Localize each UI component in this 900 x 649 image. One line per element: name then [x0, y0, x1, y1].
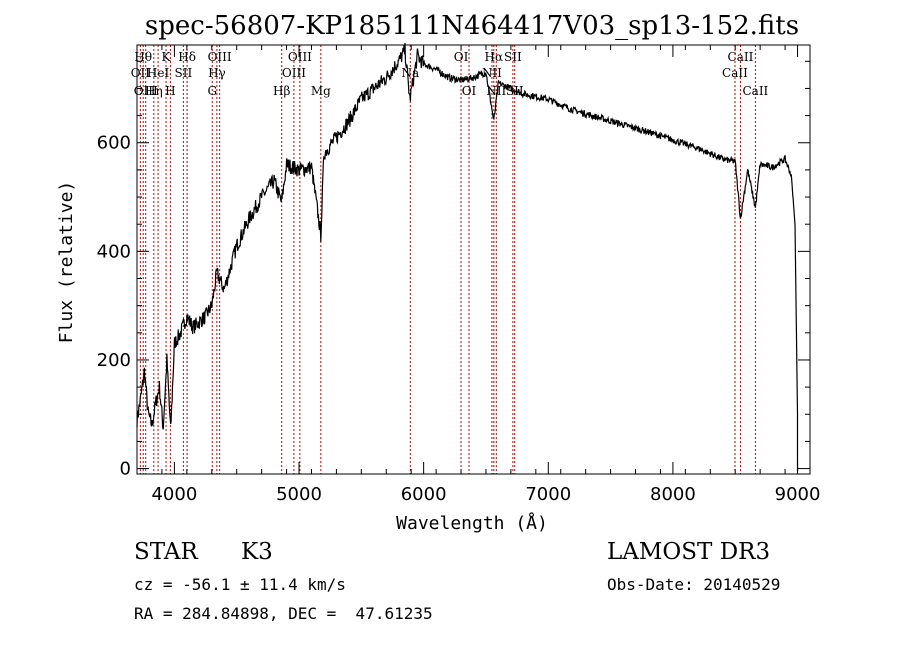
- line-label-26: CaII: [742, 84, 768, 98]
- line-label-5: K: [162, 50, 172, 64]
- x-tick-label-3: 7000: [525, 484, 571, 505]
- line-label-6: H: [165, 84, 175, 98]
- object-subclass: K3: [241, 539, 273, 565]
- line-label-10: Hγ: [208, 66, 226, 80]
- line-label-14: OIII: [288, 50, 312, 64]
- line-label-20: Hα: [485, 50, 504, 64]
- y-tick-label-2: 400: [97, 241, 131, 262]
- line-label-0: OII: [131, 66, 151, 80]
- x-tick-label-5: 9000: [775, 484, 821, 505]
- axis-ticks: 4000 5000 6000 7000 8000 9000 0 200 400 600: [97, 45, 821, 505]
- y-tick-label-1: 200: [97, 350, 131, 371]
- y-tick-label-3: 600: [97, 133, 131, 154]
- line-label-22: SII: [504, 50, 522, 64]
- line-labels: OIIHθOIIIHηHeIKHSIIHδGHγOIIIHβOIIIOIIIMg…: [131, 50, 769, 98]
- x-tick-label-4: 8000: [650, 484, 696, 505]
- line-label-24: CaII: [722, 66, 748, 80]
- line-label-4: HeI: [147, 66, 170, 80]
- line-label-3: Hη: [145, 84, 163, 98]
- object-class: STAR: [134, 539, 198, 565]
- x-tick-label-0: 4000: [151, 484, 197, 505]
- line-label-12: Hβ: [273, 84, 290, 98]
- line-label-7: SII: [175, 66, 193, 80]
- line-label-18: OI: [462, 84, 477, 98]
- line-label-8: Hδ: [178, 50, 196, 64]
- plot-frame: [136, 44, 811, 475]
- x-tick-label-2: 6000: [401, 484, 447, 505]
- x-tick-label-1: 5000: [276, 484, 322, 505]
- line-label-25: CaII: [728, 50, 754, 64]
- y-tick-label-0: 0: [120, 459, 131, 480]
- y-axis-title: Flux (relative): [56, 181, 77, 344]
- x-axis-title: Wavelength (Å): [396, 512, 548, 534]
- line-label-21: NII: [486, 84, 506, 98]
- line-label-15: Mg: [311, 84, 331, 98]
- line-label-13: OIII: [282, 66, 306, 80]
- line-label-17: OI: [454, 50, 469, 64]
- survey-name: LAMOST DR3: [607, 539, 771, 565]
- flux-series-line: [136, 42, 799, 472]
- line-label-9: G: [207, 84, 217, 98]
- coordinates: RA = 284.84898, DEC = 47.61235: [134, 604, 433, 623]
- line-label-1: Hθ: [134, 50, 152, 64]
- chart-title: spec-56807-KP185111N464417V03_sp13-152.f…: [145, 11, 799, 41]
- line-label-2: OIII: [134, 84, 158, 98]
- line-label-11: OIII: [208, 50, 232, 64]
- redshift-readout: cz = -56.1 ± 11.4 km/s: [134, 575, 346, 594]
- obs-date: Obs-Date: 20140529: [607, 575, 781, 594]
